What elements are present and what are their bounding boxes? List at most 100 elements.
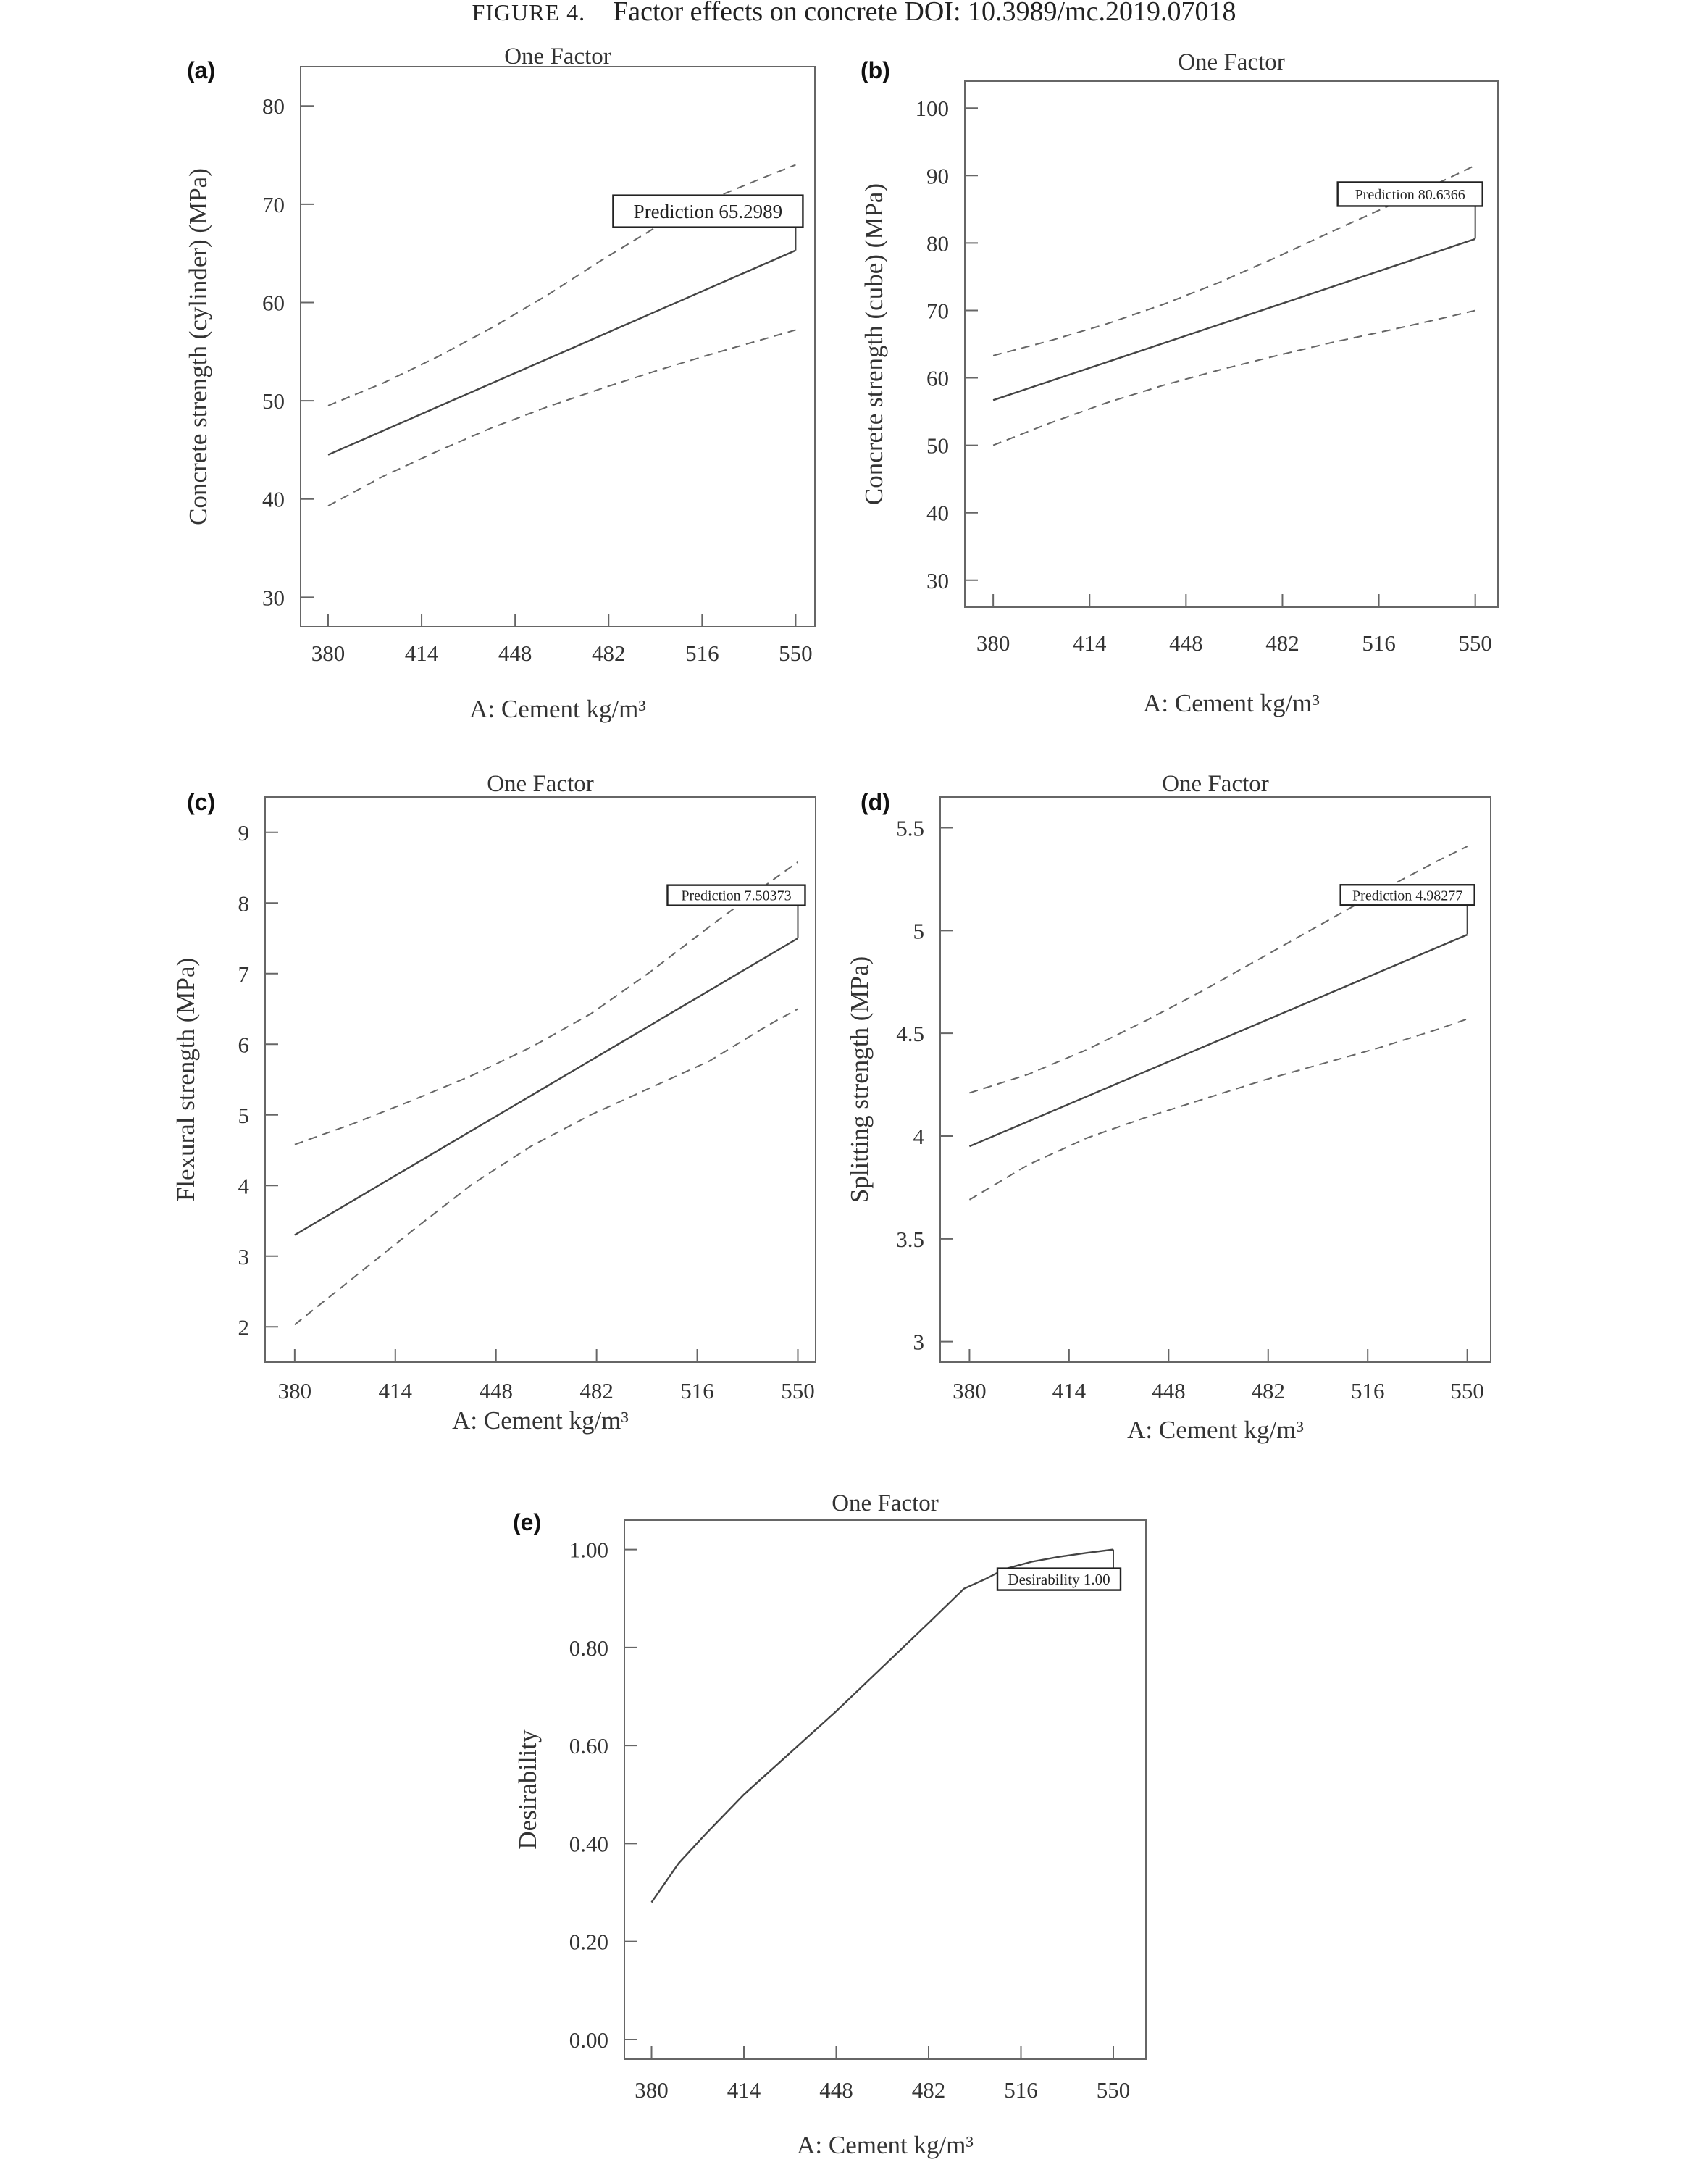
figure-caption-text: Factor effects on concrete DOI: 10.3989/…: [613, 0, 1236, 27]
series-lower-line-a: [327, 329, 796, 507]
plot-frame-e: [624, 1519, 1147, 2060]
callout-label-c: Prediction 7.50373: [681, 888, 791, 904]
plot-frame-a: [300, 66, 816, 627]
chart-b-svg: (b) One Factor 380 414 448 482 516 550 30 40 50 60 7…: [860, 49, 1499, 717]
series-upper-line-d: [969, 846, 1468, 1094]
y-tick-label-c: 8: [238, 890, 250, 916]
y-axis-label-a: Concrete strength (cylinder) (MPa): [184, 168, 212, 525]
y-tick-label-a: 50: [262, 388, 285, 414]
x-tick-label-a: 516: [685, 640, 719, 666]
callout-box-e: [996, 1567, 1122, 1591]
chart-title-a: One Factor: [504, 43, 611, 70]
chart-panel-d: (d) One Factor 380 414 448 482 516 550 3 3.5 4 4.5 5…: [845, 739, 1708, 1464]
series-upper-line-a: [327, 164, 796, 406]
y-axis-label-d: Splitting strength (MPa): [845, 956, 874, 1203]
y-tick-label-b: 100: [916, 96, 950, 121]
x-tick-label-d: 550: [1450, 1378, 1484, 1403]
y-tick-label-c: 5: [238, 1103, 250, 1128]
y-tick-label-c: 3: [238, 1244, 250, 1269]
x-axis-label-a: A: Cement kg/m³: [469, 695, 646, 723]
x-axis-label-d: A: Cement kg/m³: [1127, 1416, 1304, 1444]
y-tick-label-e: 0.60: [569, 1733, 608, 1758]
chart-title-c: One Factor: [487, 771, 594, 797]
y-tick-label-b: 30: [926, 568, 949, 593]
series-mean-line-e: [650, 1548, 1114, 1903]
y-tick-label-d: 5: [913, 918, 925, 943]
y-tick-label-a: 30: [262, 585, 285, 610]
x-tick-label-b: 448: [1169, 630, 1203, 656]
panel-letter-b: (b): [861, 57, 890, 83]
y-tick-label-d: 3: [913, 1330, 925, 1355]
y-axis-label-c: Flexural strength (MPa): [172, 958, 200, 1201]
y-tick-label-a: 40: [262, 487, 285, 512]
chart-c-svg: (c) One Factor 380 414 448 482 516 550 2 3 4 5 6 7 8 9 A…: [172, 771, 816, 1435]
x-tick-label-e: 414: [727, 2077, 761, 2103]
x-tick-label-d: 380: [953, 1378, 987, 1403]
y-tick-label-c: 4: [238, 1173, 250, 1198]
callout-label-b: Prediction 80.6366: [1355, 187, 1465, 203]
x-tick-label-c: 550: [781, 1378, 815, 1403]
y-tick-label-e: 1.00: [569, 1537, 608, 1563]
y-tick-label-c: 6: [238, 1032, 250, 1057]
y-tick-label-b: 60: [926, 366, 949, 391]
x-tick-label-e: 482: [912, 2077, 946, 2103]
x-tick-label-a: 550: [779, 640, 813, 666]
y-tick-label-c: 7: [238, 961, 250, 987]
y-tick-label-b: 50: [926, 433, 949, 459]
y-tick-label-a: 60: [262, 290, 285, 315]
series-mean-line-d: [968, 933, 1468, 1148]
x-tick-label-c: 414: [379, 1378, 413, 1403]
figure-caption: FIGURE 4. Factor effects on concrete DOI…: [0, 0, 1708, 28]
x-tick-label-c: 380: [278, 1378, 312, 1403]
x-tick-label-c: 482: [579, 1378, 614, 1403]
x-tick-label-e: 516: [1004, 2077, 1038, 2103]
y-tick-label-d: 4.5: [896, 1021, 924, 1046]
chart-a-svg: (a) One Factor 380 414 448 482 516 550 30 40 50 60 7…: [184, 43, 816, 723]
x-tick-label-b: 516: [1362, 630, 1396, 656]
x-tick-label-b: 380: [976, 630, 1010, 656]
x-tick-label-a: 380: [311, 640, 346, 666]
y-tick-label-a: 80: [262, 93, 285, 119]
callout-box-c: [666, 884, 806, 906]
x-tick-label-c: 448: [479, 1378, 513, 1403]
x-axis-label-e: A: Cement kg/m³: [797, 2131, 974, 2159]
x-tick-label-d: 414: [1052, 1378, 1087, 1403]
x-tick-label-a: 482: [592, 640, 626, 666]
series-lower-line-d: [968, 1018, 1468, 1201]
y-tick-label-b: 40: [926, 501, 949, 526]
x-tick-label-b: 414: [1073, 630, 1107, 656]
y-tick-label-b: 90: [926, 163, 949, 188]
callout-box-a: [612, 194, 804, 228]
y-tick-label-d: 5.5: [896, 816, 924, 841]
callout-label-a: Prediction 65.2989: [634, 201, 782, 222]
chart-title-e: One Factor: [832, 1490, 939, 1516]
y-tick-label-b: 80: [926, 230, 949, 256]
x-tick-label-a: 448: [498, 640, 532, 666]
x-tick-label-e: 380: [635, 2077, 669, 2103]
y-tick-label-b: 70: [926, 298, 949, 323]
x-tick-label-d: 516: [1351, 1378, 1385, 1403]
y-tick-label-a: 70: [262, 192, 285, 217]
chart-d-svg: (d) One Factor 380 414 448 482 516 550 3 3.5 4 4.5 5…: [845, 771, 1491, 1444]
y-tick-label-d: 4: [913, 1124, 925, 1149]
x-tick-label-a: 414: [405, 640, 439, 666]
panel-letter-d: (d): [861, 789, 890, 815]
x-tick-label-e: 550: [1097, 2077, 1131, 2103]
x-tick-label-e: 448: [819, 2077, 853, 2103]
plot-frame-b: [964, 80, 1499, 608]
chart-panel-e: (e) One Factor 380 414 448 482 516 550 0.00 0.20 0…: [435, 1464, 1289, 2166]
callout-label-d: Prediction 4.98277: [1352, 888, 1462, 904]
callout-box-d: [1339, 884, 1475, 906]
y-tick-label-e: 0.20: [569, 1929, 608, 1955]
series-mean-line-b: [992, 238, 1476, 401]
panel-letter-a: (a): [187, 57, 215, 83]
y-tick-label-e: 0.00: [569, 2027, 608, 2053]
figure-caption-label: FIGURE 4.: [472, 0, 586, 25]
chart-panel-a: (a) One Factor 380 414 448 482 516 550 30 40 50 60 7…: [0, 0, 854, 739]
series-mean-line-a: [327, 249, 796, 456]
panel-letter-e: (e): [513, 1509, 541, 1535]
x-tick-label-b: 550: [1458, 630, 1492, 656]
y-axis-label-b: Concrete strength (cube) (MPa): [860, 183, 888, 505]
series-lower-line-b: [992, 309, 1475, 446]
chart-title-b: One Factor: [1178, 49, 1285, 75]
